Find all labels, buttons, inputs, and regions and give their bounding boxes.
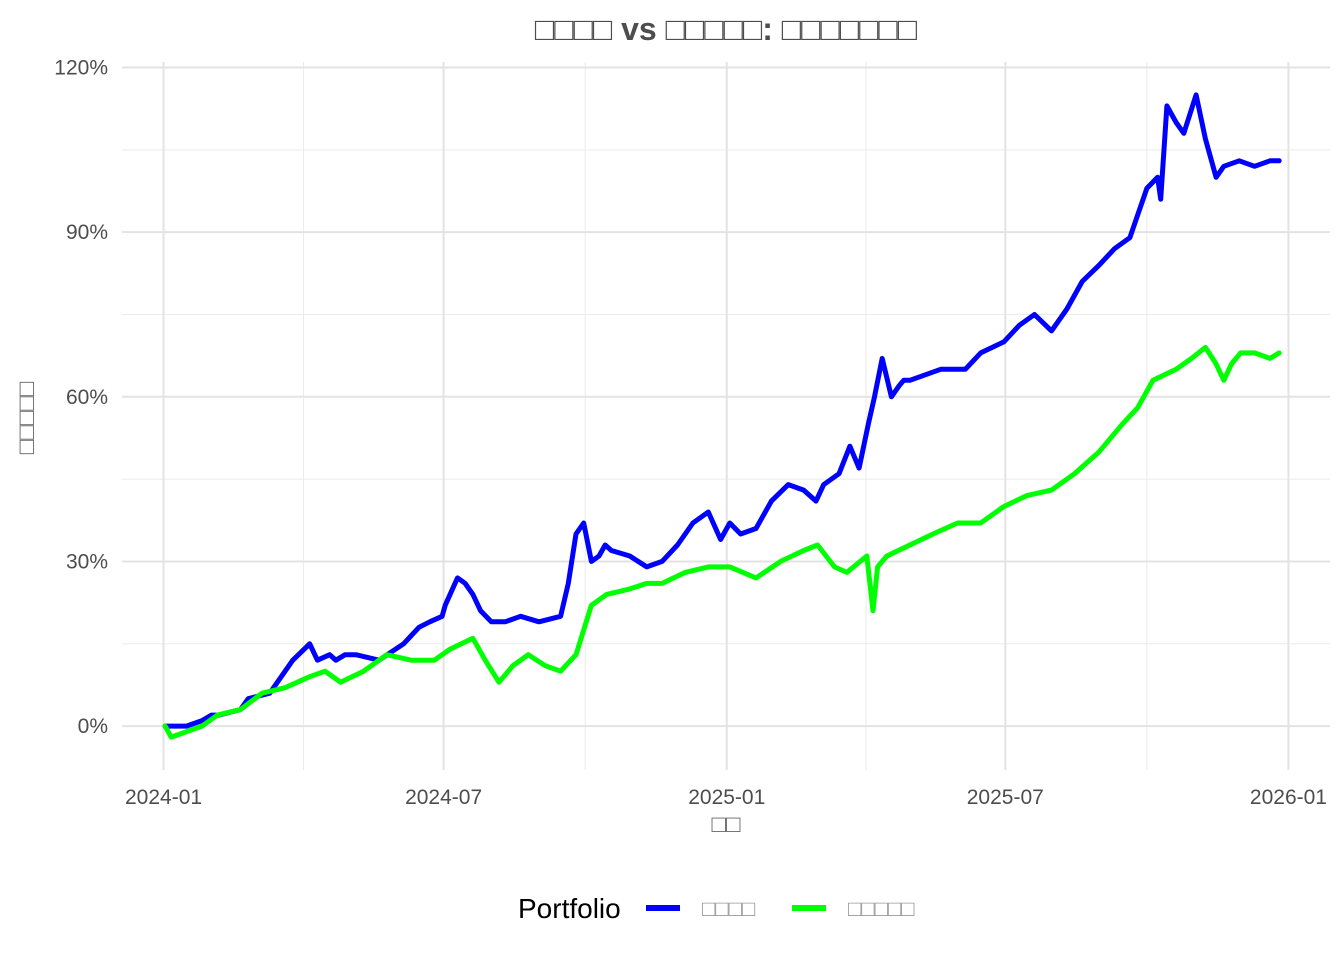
legend-label-series-2: □□□□□ [848, 896, 914, 921]
series-lines [162, 92, 1282, 740]
y-axis-title: □□□□□ [13, 381, 40, 454]
grid-major [122, 62, 1330, 770]
legend: Portfolio □□□□ □□□□□ [518, 893, 914, 924]
series-line-1 [162, 92, 1282, 729]
x-tick-label: 2024-07 [405, 786, 482, 809]
x-tick-label: 2024-01 [125, 786, 202, 809]
x-tick-label: 2026-01 [1250, 786, 1327, 809]
chart-title: □□□□ vs □□□□□: □□□□□□□ [535, 11, 918, 47]
y-tick-label: 0% [78, 715, 108, 738]
legend-title: Portfolio [518, 893, 621, 924]
x-tick-label: 2025-07 [967, 786, 1044, 809]
legend-label-series-1: □□□□ [702, 896, 755, 921]
y-tick-label: 120% [54, 56, 108, 79]
y-tick-label: 30% [66, 550, 108, 573]
x-tick-label: 2025-01 [688, 786, 765, 809]
x-axis-title: □□ [712, 811, 741, 838]
y-tick-label: 90% [66, 221, 108, 244]
x-tick-labels: 2024-01 2024-07 2025-01 2025-07 2026-01 [125, 786, 1327, 809]
y-tick-label: 60% [66, 386, 108, 409]
series-line-2 [162, 344, 1282, 740]
y-tick-labels: 0% 30% 60% 90% 120% [54, 56, 108, 738]
